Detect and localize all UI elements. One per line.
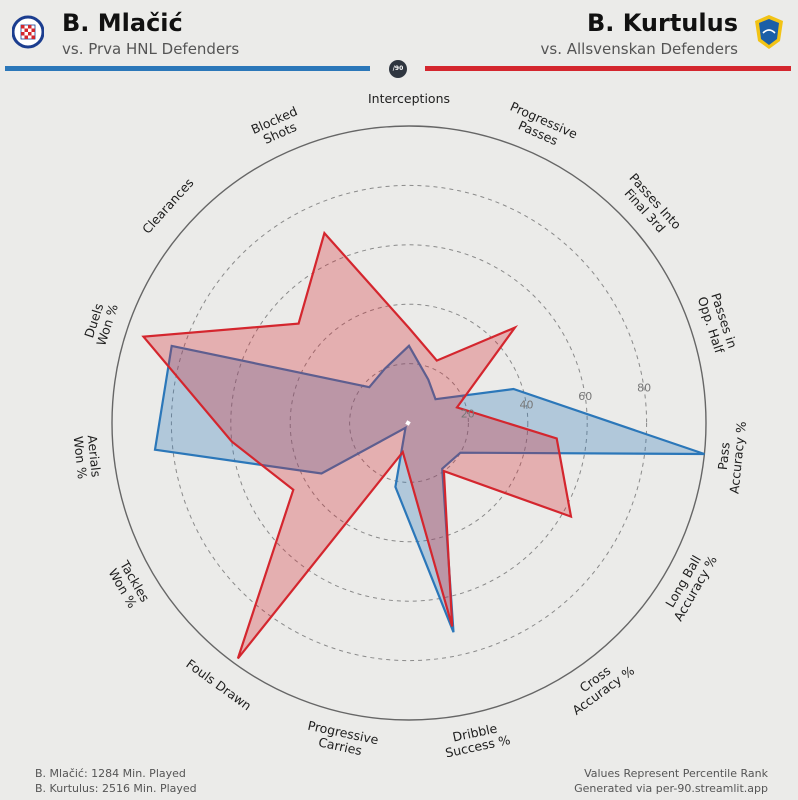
axis-label-aerials-won: AerialsWon % <box>71 434 104 480</box>
axis-label-long-ball-accuracy: Long BallAccuracy % <box>658 546 720 624</box>
ring-labels: 20 40 60 80 <box>461 381 651 420</box>
axis-label-fouls-drawn: Fouls Drawn <box>183 656 254 713</box>
player1-color-bar <box>5 66 370 71</box>
axis-label-progressive-passes: ProgressivePasses <box>502 99 580 155</box>
radar-ring-60 <box>230 244 588 602</box>
axis-label-interceptions: Interceptions <box>368 91 450 106</box>
axis-label-blocked-shots: BlockedShots <box>249 103 306 149</box>
footer-minutes-player2: B. Kurtulus: 2516 Min. Played <box>35 782 197 795</box>
axis-label-dribble-success: DribbleSuccess % <box>441 718 512 760</box>
axis-label-pass-accuracy: PassAccuracy % <box>712 419 748 495</box>
axis-label-passes-in-opp-half: Passes inOpp. Half <box>695 290 741 355</box>
player1-name: B. Mlačić <box>62 9 183 37</box>
axis-label-clearances: Clearances <box>139 175 197 237</box>
per90-badge: /90 <box>389 60 407 78</box>
axis-label-tackles-won: TacklesWon % <box>105 557 153 611</box>
player2-subtitle: vs. Allsvenskan Defenders <box>540 40 738 58</box>
footer-minutes-player1: B. Mlačić: 1284 Min. Played <box>35 767 186 780</box>
radar-ring-20 <box>349 363 469 483</box>
axis-label-progressive-carries: ProgressiveCarries <box>304 718 381 761</box>
axis-label-cross-accuracy: CrossAccuracy % <box>561 651 637 717</box>
player1-subtitle: vs. Prva HNL Defenders <box>62 40 240 58</box>
radar-rings <box>111 125 707 721</box>
player2-color-bar <box>425 66 791 71</box>
ring-label-40: 40 <box>520 399 534 412</box>
center-logo <box>405 420 411 426</box>
footer-minutes: B. Mlačić: 1284 Min. Played B. Kurtulus:… <box>35 766 197 796</box>
radar-ring-80 <box>170 184 648 662</box>
ring-label-80: 80 <box>637 381 651 394</box>
axis-label-passes-into-final-3rd: Passes IntoFinal 3rd <box>616 170 684 241</box>
radar-series <box>141 230 705 660</box>
ring-label-60: 60 <box>578 390 592 403</box>
series-2-polygon <box>141 230 573 660</box>
radar-ring-100 <box>111 125 707 721</box>
series-1-polygon <box>153 344 705 633</box>
footer-notes: Values Represent Percentile Rank Generat… <box>574 766 768 796</box>
halmstad-crest-icon <box>755 15 783 49</box>
ring-label-20: 20 <box>461 407 475 420</box>
footer-note-source: Generated via per-90.streamlit.app <box>574 782 768 795</box>
radar-ring-40 <box>289 303 529 543</box>
axis-label-duels-won: DuelsWon % <box>80 298 121 348</box>
hajduk-crest-icon <box>12 15 44 49</box>
player2-name: B. Kurtulus <box>586 9 738 37</box>
footer-note-percentile: Values Represent Percentile Rank <box>584 767 768 780</box>
